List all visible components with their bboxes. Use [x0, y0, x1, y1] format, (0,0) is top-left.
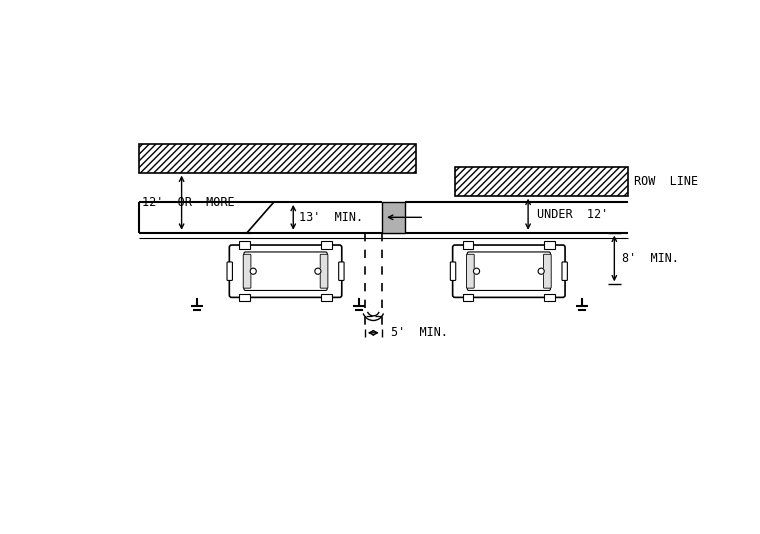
FancyBboxPatch shape: [244, 252, 327, 290]
Bar: [463, 294, 473, 301]
Circle shape: [473, 268, 480, 274]
FancyBboxPatch shape: [562, 262, 568, 280]
FancyBboxPatch shape: [320, 254, 328, 288]
FancyBboxPatch shape: [230, 245, 342, 297]
Bar: [321, 294, 332, 301]
Bar: [139, 144, 416, 172]
Bar: [544, 294, 555, 301]
Bar: [544, 241, 555, 249]
FancyBboxPatch shape: [467, 254, 474, 288]
FancyBboxPatch shape: [243, 254, 251, 288]
Text: ROW  LINE: ROW LINE: [635, 175, 698, 188]
FancyBboxPatch shape: [339, 262, 344, 280]
Text: 5'  MIN.: 5' MIN.: [391, 326, 448, 339]
Bar: [239, 294, 250, 301]
Text: 13'  MIN.: 13' MIN.: [299, 211, 363, 224]
FancyBboxPatch shape: [227, 262, 233, 280]
Bar: [239, 241, 250, 249]
Text: 8'  MIN.: 8' MIN.: [622, 252, 679, 265]
FancyBboxPatch shape: [451, 262, 456, 280]
Text: 12'  OR  MORE: 12' OR MORE: [141, 196, 234, 209]
FancyBboxPatch shape: [543, 254, 551, 288]
Bar: [321, 241, 332, 249]
Bar: [463, 241, 473, 249]
Circle shape: [538, 268, 544, 274]
Circle shape: [250, 268, 256, 274]
Bar: [382, 202, 405, 233]
Circle shape: [315, 268, 321, 274]
Bar: [455, 167, 629, 196]
FancyBboxPatch shape: [467, 252, 550, 290]
FancyBboxPatch shape: [453, 245, 565, 297]
Text: UNDER  12': UNDER 12': [537, 208, 609, 221]
